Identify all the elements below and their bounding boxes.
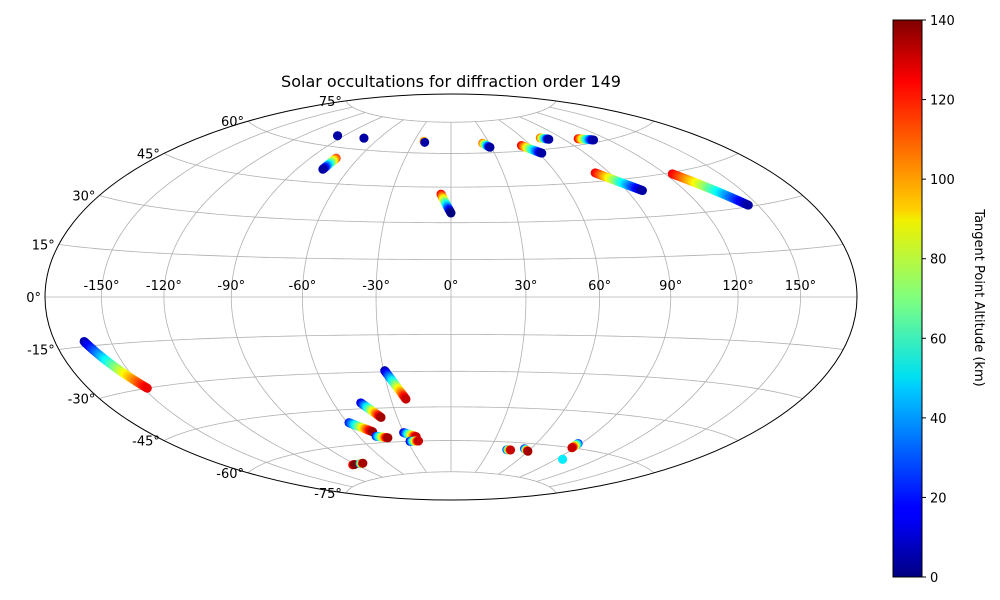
parallel-line: [247, 440, 655, 474]
lon-tick-label: -90°: [217, 279, 245, 294]
lat-tick-label: 75°: [319, 95, 342, 110]
data-point: [589, 135, 599, 145]
occultation-track: [356, 398, 386, 422]
occultation-track: [535, 133, 554, 144]
data-point: [485, 142, 495, 152]
colorbar-tick-label: 140: [930, 14, 955, 29]
colorbar-tick-label: 120: [930, 94, 955, 109]
parallel-line: [345, 471, 557, 494]
lat-tick-label: -75°: [314, 487, 342, 502]
lon-tick-label: 150°: [785, 279, 816, 294]
occultation-track: [667, 169, 753, 210]
occultation-tracks: [79, 131, 753, 470]
data-point: [333, 131, 343, 141]
lon-tick-label: -120°: [146, 279, 182, 294]
data-point: [359, 133, 369, 143]
occultation-track: [478, 138, 495, 152]
data-point: [743, 200, 753, 210]
parallel-line: [163, 406, 739, 441]
parallel-line: [247, 120, 655, 154]
colorbar-label: Tangent Point Altitude (km): [971, 208, 986, 386]
lat-tick-label: 15°: [32, 239, 55, 254]
axis-ticks: -150° -120° -90° -60° -30° 0° 30° 60° 90° 120° 150…: [26, 95, 816, 502]
lat-tick-label: -45°: [132, 435, 160, 450]
lon-tick-label: 120°: [722, 279, 753, 294]
data-point: [544, 134, 554, 144]
occultation-track: [333, 131, 343, 141]
occultation-track: [419, 136, 430, 147]
colorbar-ticks: 0 20 40 60 80 100 120 140: [922, 14, 955, 586]
data-point: [358, 458, 368, 468]
data-point: [506, 445, 516, 455]
data-point: [414, 436, 424, 446]
occultation-track: [359, 133, 369, 143]
data-point: [142, 383, 152, 393]
data-point: [376, 412, 386, 422]
chart-title: Solar occultations for diffraction order…: [281, 72, 621, 91]
occultation-track: [405, 436, 424, 446]
parallel-line: [345, 100, 557, 123]
lat-tick-label: 0°: [26, 291, 41, 306]
occultation-track: [436, 189, 456, 218]
map-boundary: [44, 93, 858, 501]
colorbar-tick-label: 20: [930, 491, 947, 506]
occultation-track: [520, 444, 533, 456]
data-point: [558, 454, 568, 464]
data-point: [637, 186, 647, 196]
parallel-line: [58, 334, 844, 350]
occultation-track: [590, 168, 647, 196]
occultation-track: [567, 438, 583, 453]
data-point: [523, 446, 533, 456]
lon-tick-label: -30°: [362, 279, 390, 294]
occultation-track: [380, 366, 411, 404]
colorbar-tick-label: 100: [930, 173, 955, 188]
parallel-line: [99, 370, 803, 399]
occultation-track: [573, 134, 599, 145]
parallel-line: [99, 195, 803, 224]
occultation-track: [355, 458, 368, 469]
data-point: [318, 164, 328, 174]
data-point: [537, 148, 547, 158]
occultation-track: [79, 336, 152, 393]
parallel-line: [163, 153, 739, 188]
lon-tick-label: 60°: [588, 279, 611, 294]
colorbar-tick-label: 40: [930, 412, 947, 427]
lon-tick-label: 90°: [659, 279, 682, 294]
occultation-track: [558, 454, 568, 464]
data-point: [567, 443, 577, 453]
data-point: [401, 394, 411, 404]
occultation-track: [502, 445, 516, 455]
colorbar-tick-label: 80: [930, 253, 947, 268]
data-point: [383, 433, 393, 443]
parallel-line: [58, 244, 844, 260]
colorbar-tick-label: 0: [930, 571, 938, 586]
lon-tick-label: 30°: [514, 279, 537, 294]
data-point: [420, 137, 430, 147]
lon-tick-label: 0°: [444, 279, 459, 294]
lat-tick-label: 45°: [137, 148, 160, 163]
colorbar: [892, 19, 923, 578]
occultation-track: [371, 431, 393, 443]
data-point: [446, 208, 456, 218]
colorbar-tick-label: 60: [930, 332, 947, 347]
occultation-track: [516, 141, 547, 158]
lat-tick-label: -30°: [68, 393, 96, 408]
graticule: [44, 93, 858, 501]
lon-tick-label: -150°: [83, 279, 119, 294]
occultation-track: [344, 418, 378, 437]
lon-tick-label: -60°: [289, 279, 317, 294]
lat-tick-label: 30°: [72, 190, 95, 205]
lat-tick-label: 60°: [221, 115, 244, 130]
lat-tick-label: -60°: [216, 467, 244, 482]
lat-tick-label: -15°: [27, 344, 55, 359]
occultation-track: [318, 153, 341, 174]
